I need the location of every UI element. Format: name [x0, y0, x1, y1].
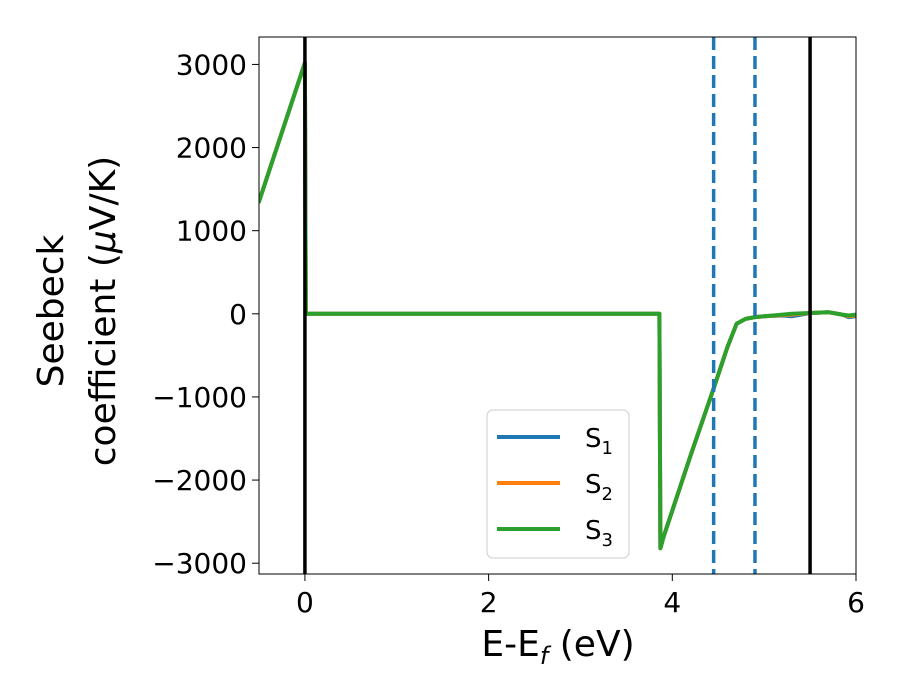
x-tick-label-1: 2 — [480, 586, 498, 619]
y-tick-label-2: 1000 — [176, 215, 247, 248]
legend: S1 S2 S3 — [486, 409, 630, 559]
axes-frame — [258, 36, 857, 575]
x-tick-label-2: 4 — [663, 586, 681, 619]
x-axis-label: E-Ef (eV) — [481, 624, 634, 670]
ticks: 0 2 4 6 3000 2000 1000 0 −1000 −2000 −3000 — [152, 48, 865, 619]
y-tick-label-0: 3000 — [176, 48, 247, 81]
y-tick-label-1: 2000 — [176, 132, 247, 165]
legend-label-s3: S3 — [585, 516, 613, 551]
x-tick-label-3: 6 — [847, 586, 865, 619]
y-axis-label: Seebeck coefficient (μV/K) — [31, 156, 124, 466]
plot-area — [259, 37, 856, 574]
legend-label-s1: S1 — [585, 424, 613, 459]
y-tick-label-3: 0 — [229, 298, 247, 331]
series-line-s3 — [259, 60, 856, 551]
y-tick-label-4: −1000 — [152, 381, 247, 414]
x-tick-label-0: 0 — [296, 586, 314, 619]
y-tick-label-5: −2000 — [152, 464, 247, 497]
legend-label-s2: S2 — [585, 470, 613, 505]
y-axis-label-line1: Seebeck — [31, 234, 72, 387]
y-axis-label-line2: coefficient (μV/K) — [83, 156, 124, 466]
y-tick-label-6: −3000 — [152, 547, 247, 580]
